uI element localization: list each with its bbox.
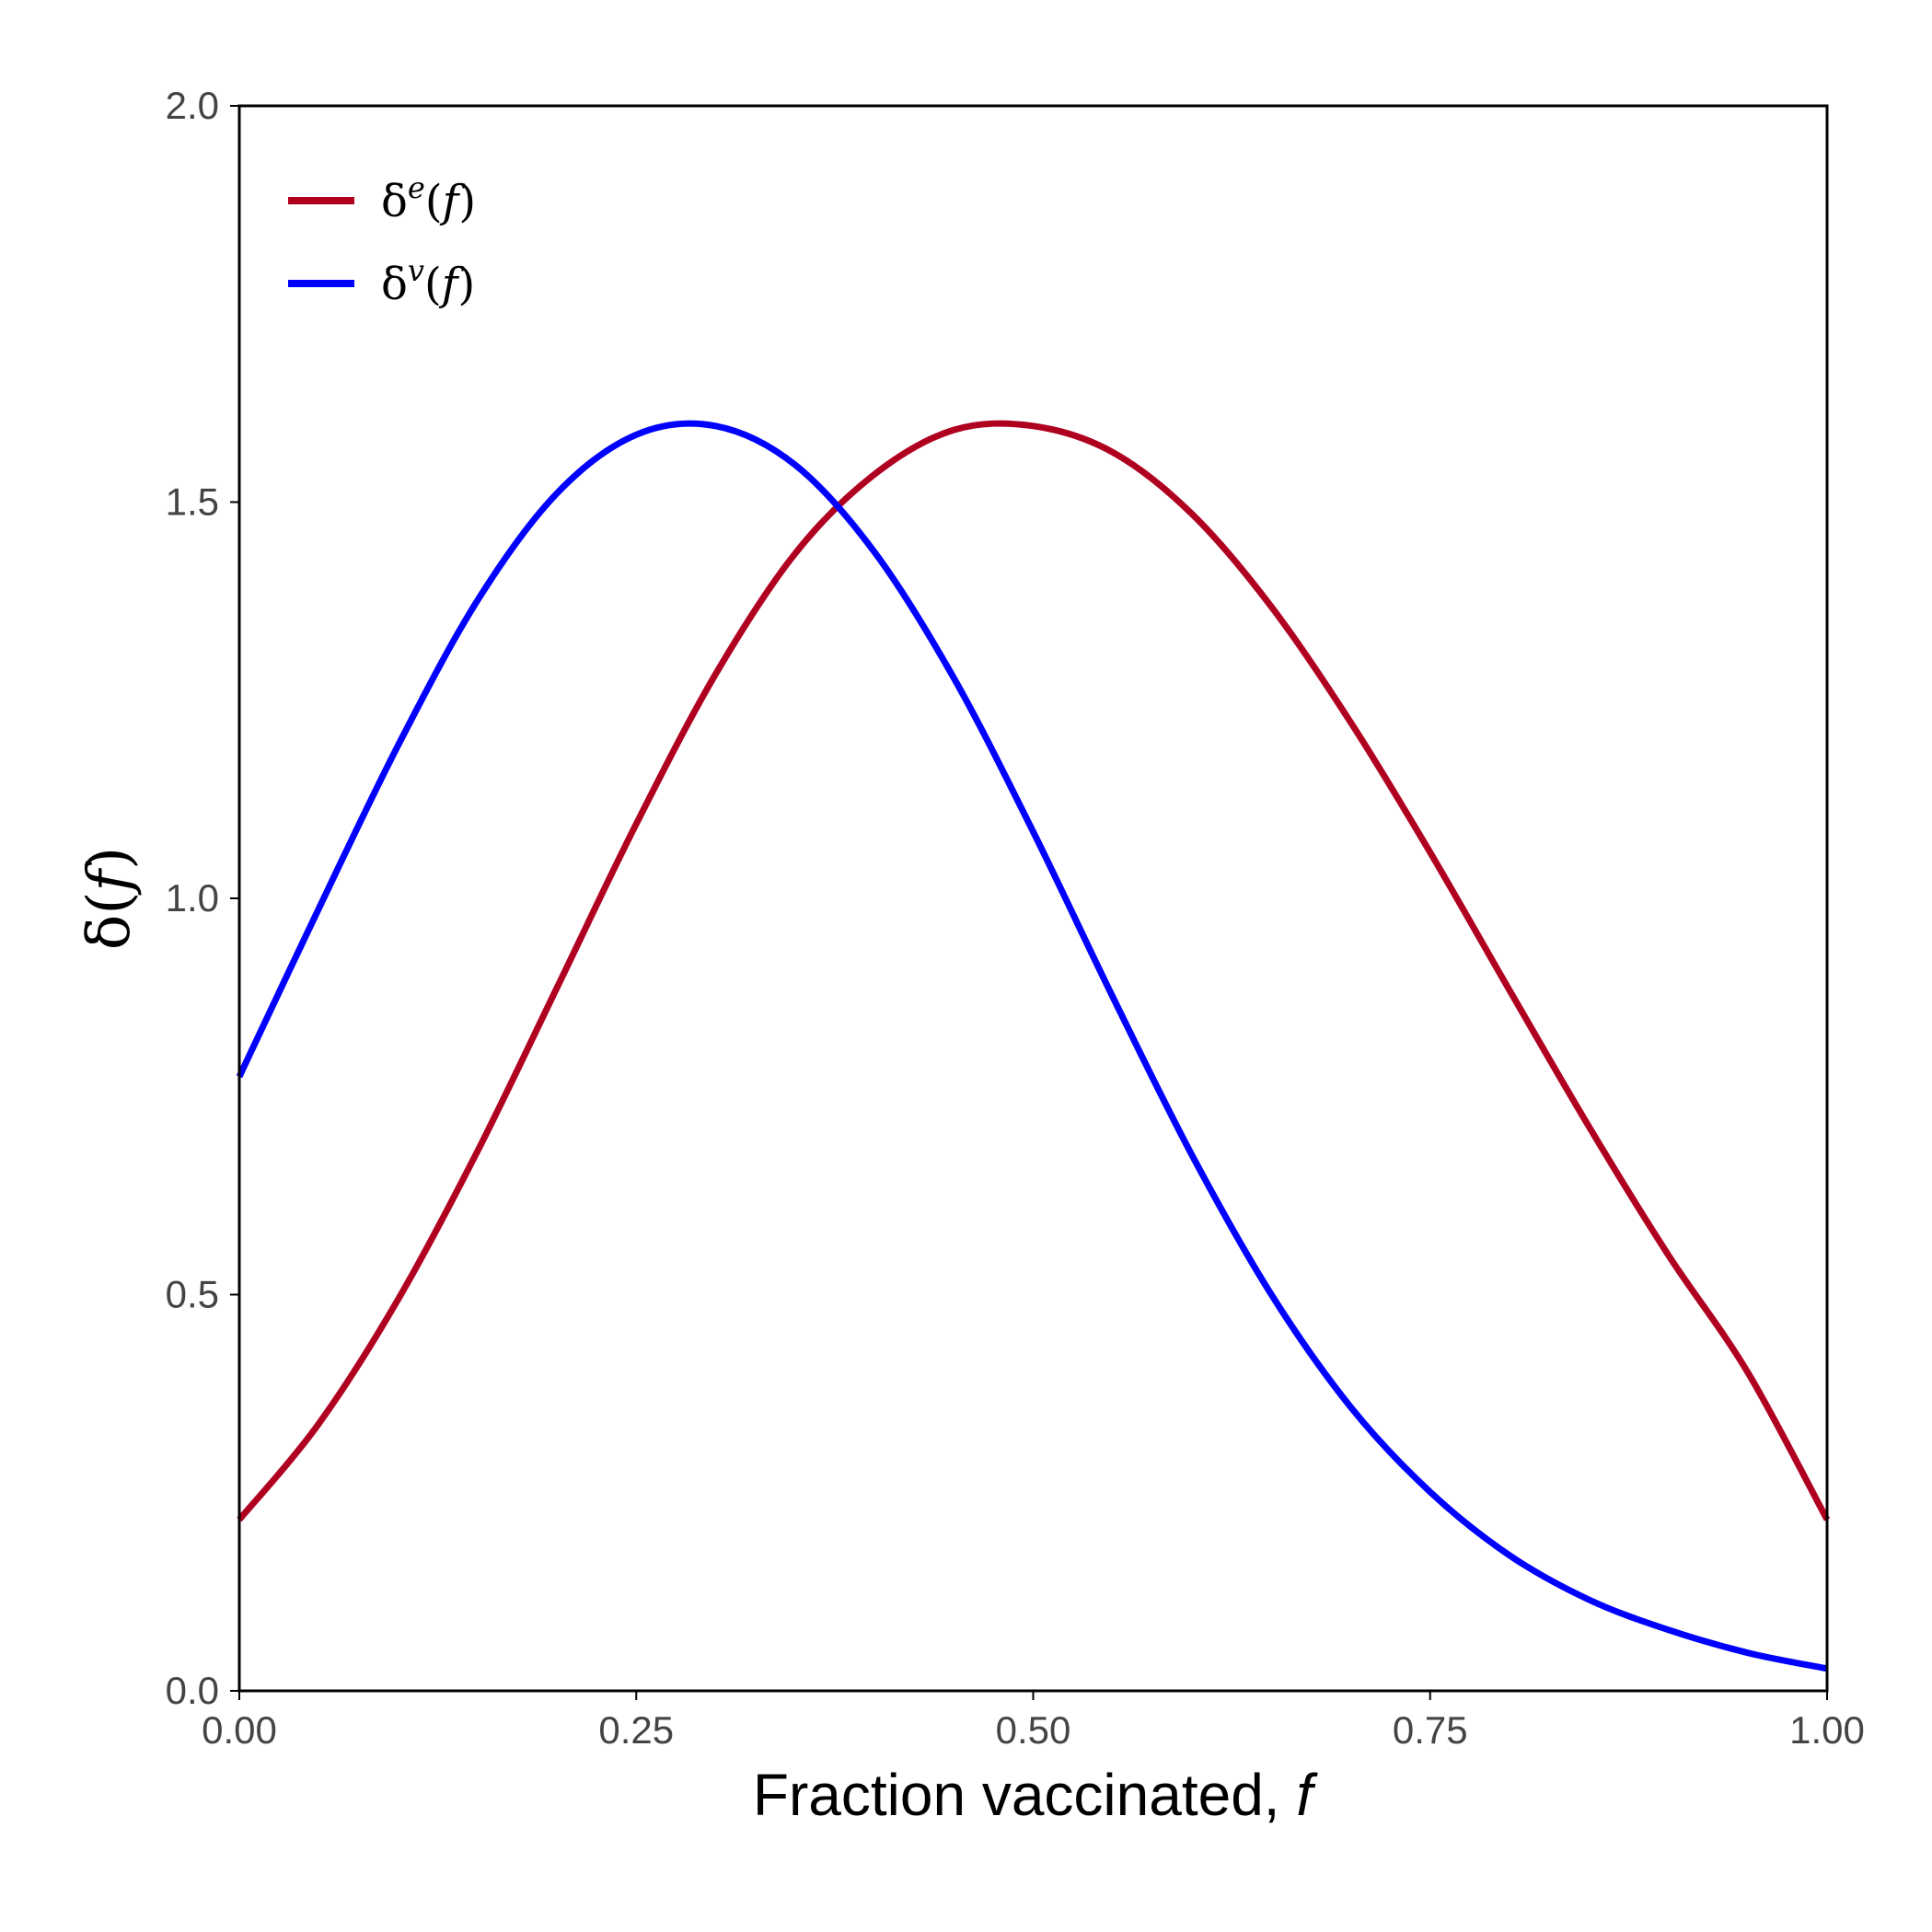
y-tick-label: 1.0 — [166, 876, 219, 920]
x-tick-label: 1.00 — [1789, 1708, 1865, 1752]
x-axis-title-text: Fraction vaccinated, — [753, 1762, 1297, 1828]
series-line-e — [237, 420, 1831, 1522]
y-tick-label: 1.5 — [166, 480, 219, 524]
x-tick-label: 0.75 — [1393, 1708, 1468, 1752]
x-axis-title: Fraction vaccinated, f — [753, 1762, 1319, 1828]
legend-item-v: δv(f) — [288, 253, 475, 310]
series-layer — [236, 420, 1831, 1672]
legend-label-e: δe(f) — [381, 170, 476, 227]
x-tick-label: 0.25 — [598, 1708, 674, 1752]
y-axis-ticks: 0.0 0.5 1.0 1.5 2.0 — [166, 84, 239, 1712]
y-tick-label: 0.0 — [166, 1669, 219, 1712]
legend-item-e: δe(f) — [288, 170, 476, 227]
y-tick-label: 2.0 — [166, 84, 219, 127]
y-tick-label: 0.5 — [166, 1273, 219, 1316]
legend: δe(f) δv(f) — [288, 170, 476, 310]
x-axis-ticks: 0.00 0.25 0.50 0.75 1.00 — [202, 1691, 1865, 1752]
legend-label-v: δv(f) — [381, 253, 475, 310]
x-tick-label: 0.00 — [202, 1708, 277, 1752]
y-axis-title-symbol: δ — [75, 915, 144, 951]
x-tick-label: 0.50 — [996, 1708, 1071, 1752]
series-line-v — [236, 420, 1828, 1672]
y-axis-title: δ(f) — [75, 847, 144, 950]
